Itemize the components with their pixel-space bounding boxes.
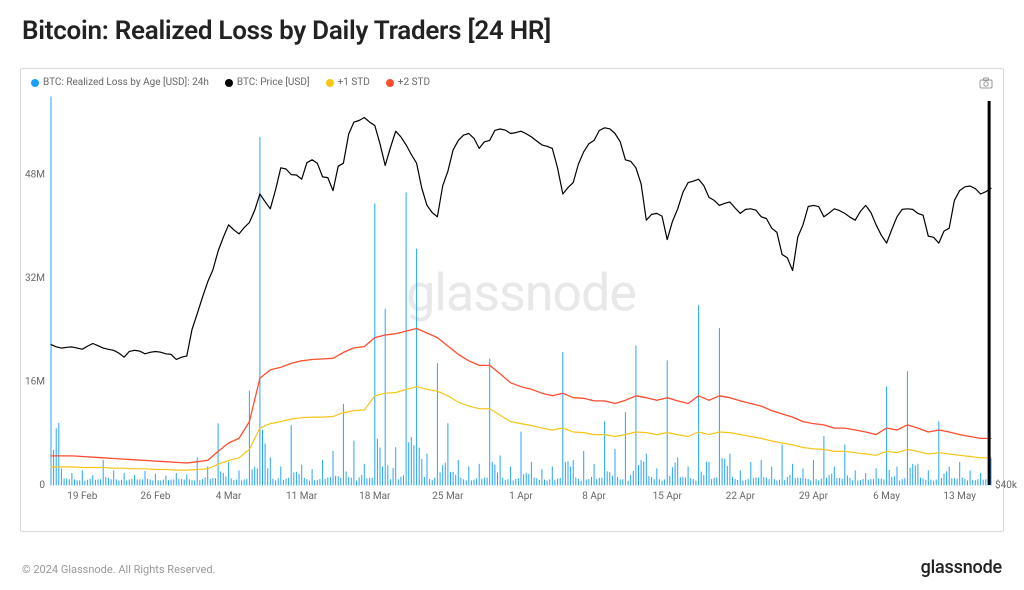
svg-text:15 Apr: 15 Apr — [653, 491, 683, 502]
legend-label: BTC: Price [USD] — [237, 77, 310, 88]
svg-text:48M: 48M — [25, 170, 45, 181]
legend-dot — [31, 79, 39, 87]
legend-item-std2[interactable]: +2 STD — [386, 77, 430, 88]
legend-dot — [326, 79, 334, 87]
legend: BTC: Realized Loss by Age [USD]: 24h BTC… — [31, 77, 430, 88]
svg-text:4 Mar: 4 Mar — [216, 491, 242, 502]
legend-label: BTC: Realized Loss by Age [USD]: 24h — [43, 77, 209, 88]
camera-icon[interactable] — [979, 77, 993, 92]
legend-item-std1[interactable]: +1 STD — [326, 77, 370, 88]
svg-text:1 Apr: 1 Apr — [509, 491, 533, 502]
legend-item-price[interactable]: BTC: Price [USD] — [225, 77, 310, 88]
chart-frame: BTC: Realized Loss by Age [USD]: 24h BTC… — [20, 68, 1004, 532]
svg-text:29 Apr: 29 Apr — [799, 491, 829, 502]
svg-text:6 May: 6 May — [873, 491, 900, 502]
svg-text:16M: 16M — [25, 377, 45, 388]
plot-area[interactable]: glassnode 016M32M48M 19 Feb26 Feb4 Mar11… — [51, 97, 991, 503]
svg-text:19 Feb: 19 Feb — [67, 491, 97, 502]
watermark-text: glassnode — [406, 263, 636, 324]
page: { "title": "Bitcoin: Realized Loss by Da… — [0, 0, 1024, 590]
svg-text:18 Mar: 18 Mar — [359, 491, 391, 502]
legend-label: +2 STD — [398, 77, 430, 88]
svg-text:22 Apr: 22 Apr — [726, 491, 756, 502]
legend-dot — [225, 79, 233, 87]
svg-text:$40k: $40k — [995, 478, 1018, 491]
chart-svg: glassnode 016M32M48M 19 Feb26 Feb4 Mar11… — [51, 97, 991, 503]
legend-item-loss[interactable]: BTC: Realized Loss by Age [USD]: 24h — [31, 77, 209, 88]
brand-logo: glassnode — [921, 557, 1002, 578]
svg-text:0: 0 — [39, 480, 45, 491]
legend-label: +1 STD — [338, 77, 370, 88]
page-title: Bitcoin: Realized Loss by Daily Traders … — [22, 16, 551, 46]
svg-text:26 Feb: 26 Feb — [140, 491, 170, 502]
svg-text:11 Mar: 11 Mar — [286, 491, 318, 502]
svg-text:8 Apr: 8 Apr — [582, 491, 606, 502]
legend-dot — [386, 79, 394, 87]
footer-copyright: © 2024 Glassnode. All Rights Reserved. — [22, 563, 215, 576]
svg-text:25 Mar: 25 Mar — [432, 491, 464, 502]
svg-text:32M: 32M — [25, 273, 45, 284]
svg-text:13 May: 13 May — [943, 491, 976, 502]
